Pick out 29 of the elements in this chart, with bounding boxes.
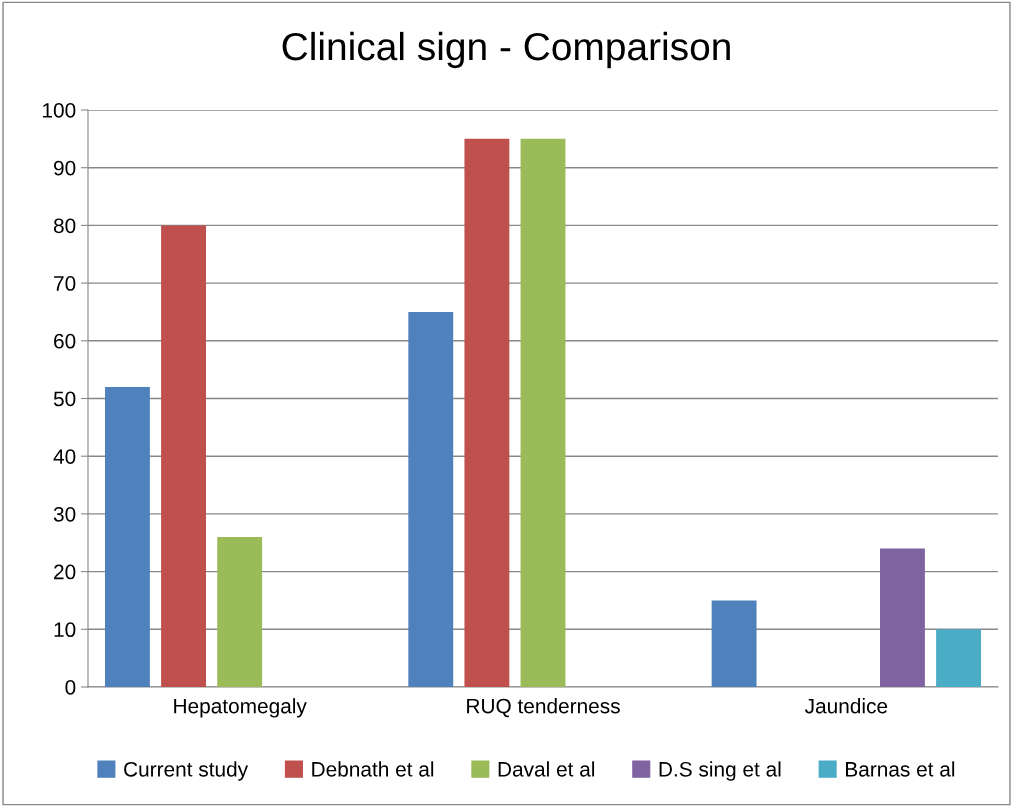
y-tick-label: 40 [53,449,76,464]
bar [217,536,263,687]
x-tick-label: Hepatomegaly [174,698,307,718]
x-tick-label: Jaundice [804,698,888,714]
y-tick-label: 10 [54,622,76,638]
y-tick-label: 100 [43,103,76,118]
legend-label: Barnas et al [846,761,955,777]
bar [161,225,206,687]
chart-title: Clinical sign - Comparison [282,31,730,69]
bar [711,600,757,687]
y-tick-label: 0 [65,680,76,695]
y-tick-label: 70 [54,276,76,291]
x-tick-label: RUQ tenderness [467,698,620,718]
bar [520,138,566,687]
y-tick-label: 80 [53,218,76,234]
bar [936,629,982,687]
legend-label: Debnath et al [312,761,434,777]
y-tick-label: 90 [54,160,76,176]
y-tick-label: 60 [54,333,76,349]
y-tick-label: 50 [53,391,76,407]
bar [464,138,510,687]
bar [104,386,150,687]
y-tick-label: 30 [53,506,76,522]
legend-label: Current study [124,761,249,781]
legend-label: D.S sing et al [659,761,781,781]
y-tick-label: 20 [54,564,76,580]
legend-label: Daval et al [498,761,595,777]
bar [880,548,925,687]
bar [408,311,454,687]
